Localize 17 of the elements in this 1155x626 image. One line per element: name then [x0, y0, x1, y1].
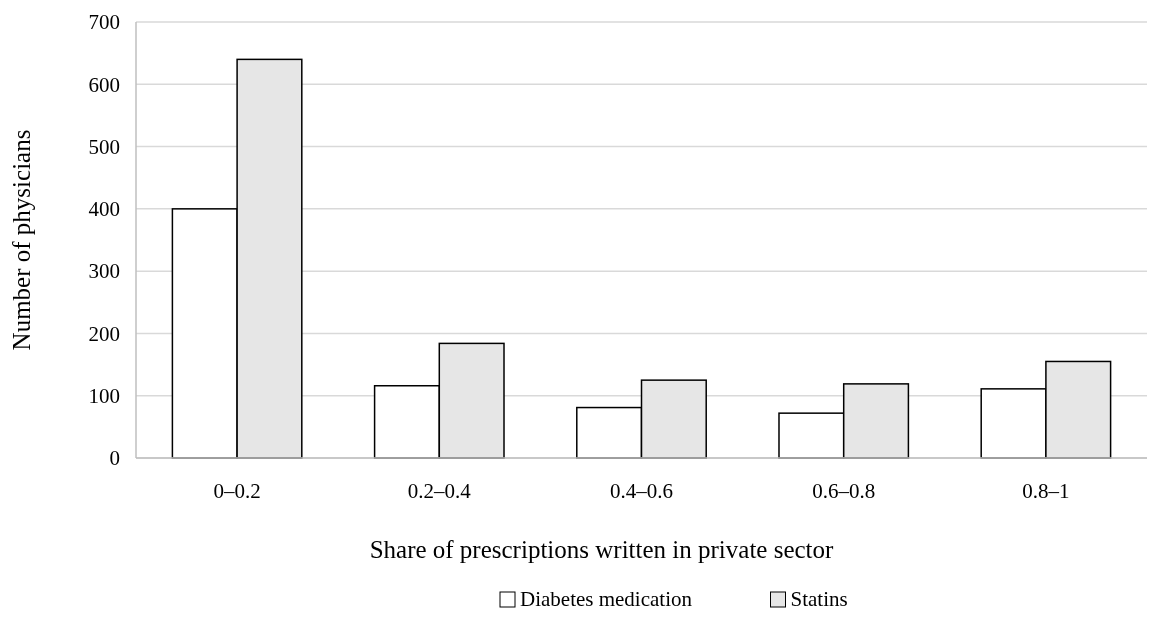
x-tick-label: 0–0.2 [213, 479, 261, 503]
x-tick-label: 0.6–0.8 [812, 479, 876, 503]
y-tick-label: 700 [88, 10, 120, 35]
x-axis-title: Share of prescriptions written in private sector [369, 536, 835, 563]
y-tick-label: 100 [88, 384, 120, 409]
x-tick-label: 0.4–0.6 [610, 479, 673, 503]
legend-label: Statins [790, 587, 848, 611]
x-tick-label: 0.2–0.4 [407, 479, 472, 503]
y-tick-label: 600 [88, 72, 120, 97]
y-tick-label: 0 [109, 446, 120, 471]
legend-label: Diabetes medication [520, 587, 693, 611]
y-tick-label: 500 [88, 134, 120, 159]
y-tick-label: 200 [88, 321, 120, 346]
y-axis-title: Number of physicians [8, 129, 35, 351]
y-tick-label: 400 [88, 197, 120, 222]
x-tick-label: 0.8–1 [1022, 479, 1070, 503]
y-tick-label: 300 [88, 259, 120, 284]
